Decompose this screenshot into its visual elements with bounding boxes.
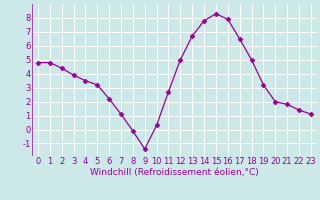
X-axis label: Windchill (Refroidissement éolien,°C): Windchill (Refroidissement éolien,°C) xyxy=(90,168,259,177)
